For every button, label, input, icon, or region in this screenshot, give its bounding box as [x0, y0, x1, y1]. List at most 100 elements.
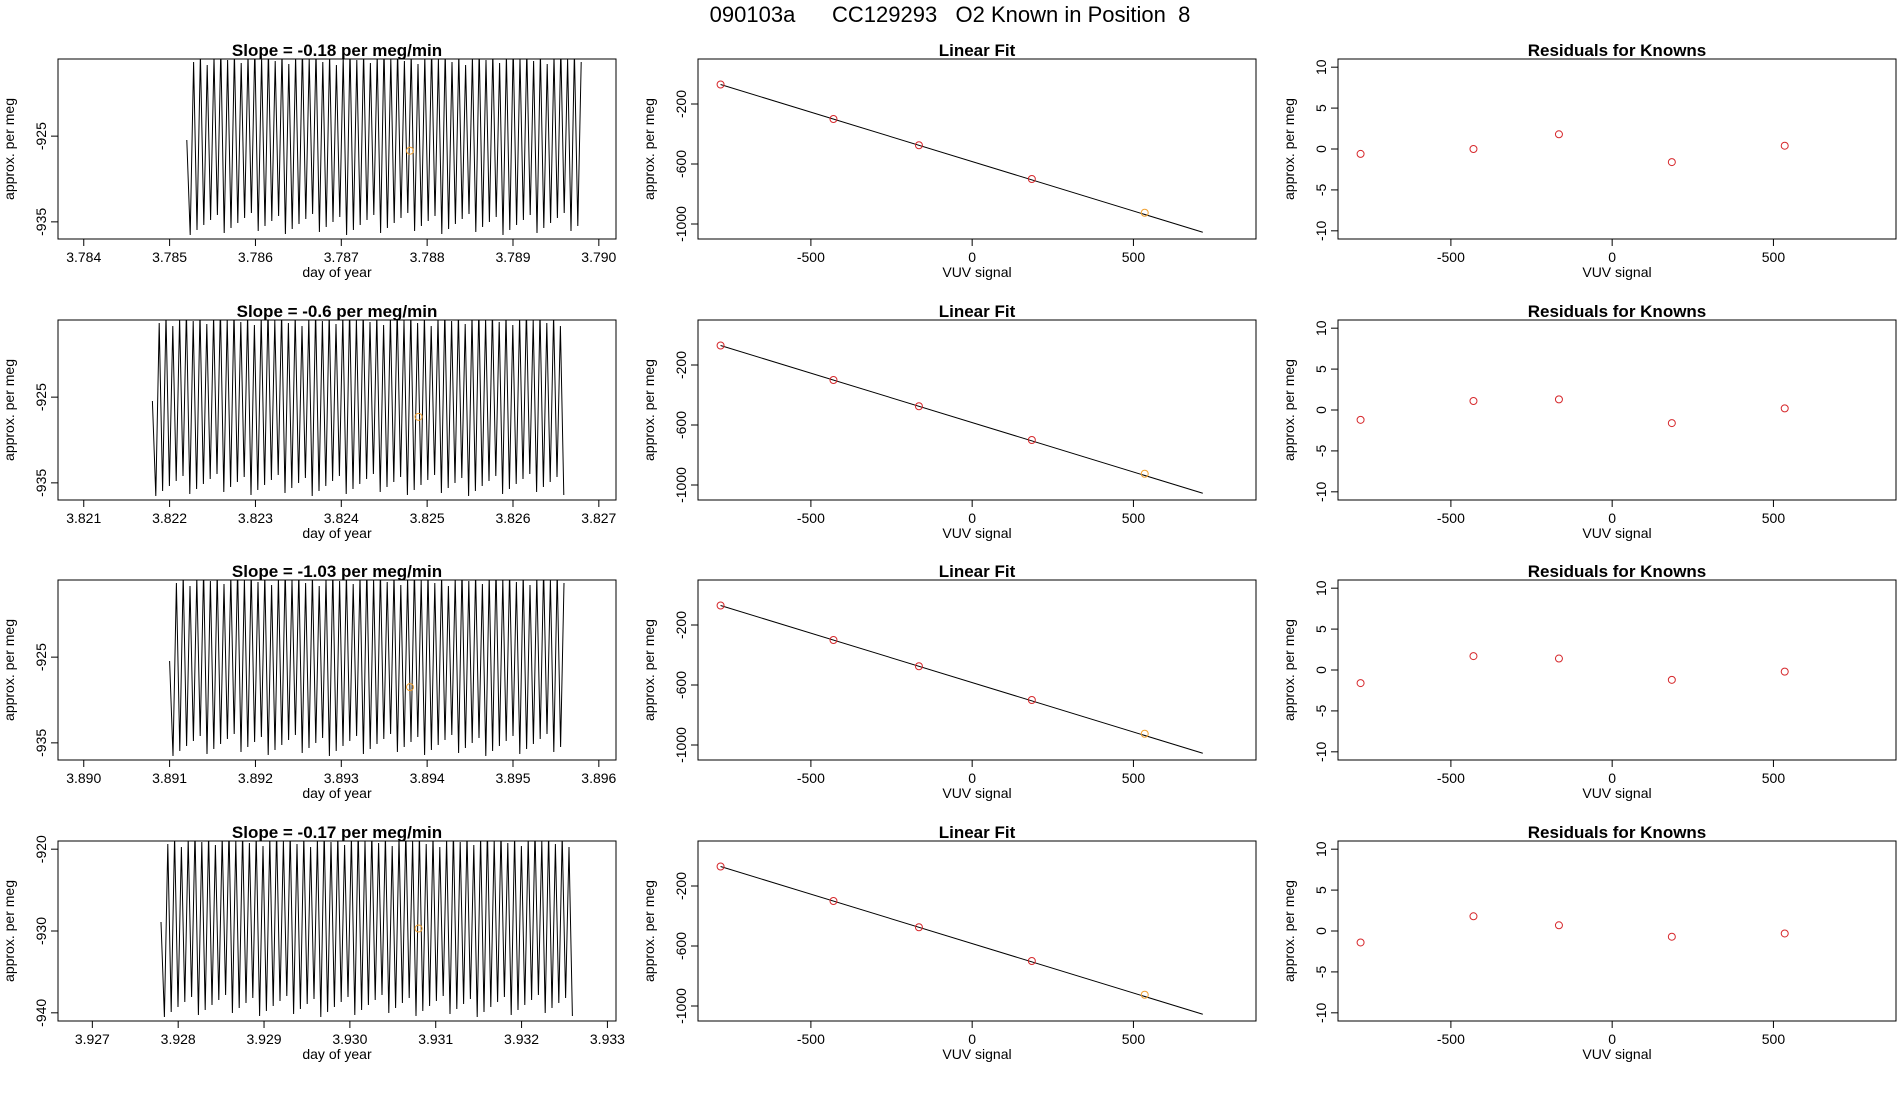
- x-tick-label: -500: [1437, 770, 1465, 786]
- x-axis-label: day of year: [302, 785, 372, 801]
- chart-panel-4: 3.821 3.822 3.823 3.824 3.825 3.826 3.827 -925 -…: [1, 302, 617, 541]
- chart-title: Linear Fit: [939, 302, 1016, 321]
- x-tick-label: -500: [797, 1031, 825, 1047]
- y-tick-label: 5: [1313, 365, 1329, 373]
- data-point: [1469, 397, 1478, 405]
- y-tick-label: -200: [673, 351, 689, 379]
- data-point: [1780, 667, 1789, 676]
- y-tick-label: -920: [33, 835, 49, 863]
- plot-frame: [57, 579, 617, 761]
- plot-content: [716, 341, 1203, 494]
- x-tick-label: 3.891: [152, 770, 187, 786]
- data-point: [1356, 679, 1365, 688]
- y-tick-label: -935: [33, 208, 49, 236]
- x-axis-label: VUV signal: [942, 525, 1011, 541]
- plot-content: [160, 841, 573, 1018]
- x-tick-label: 3.893: [324, 770, 359, 786]
- data-point: [1469, 652, 1478, 661]
- data-point: [1554, 130, 1563, 139]
- trace-line: [160, 841, 573, 1018]
- y-tick-label: 0: [1313, 927, 1329, 935]
- y-tick-label: -200: [673, 872, 689, 900]
- y-axis-label: approx. per meg: [1, 880, 17, 982]
- fit-line: [720, 345, 1203, 494]
- y-tick-label: -1000: [673, 988, 689, 1024]
- y-tick-label: 5: [1313, 886, 1329, 894]
- trace-line: [151, 320, 565, 497]
- chart-title: Residuals for Knowns: [1528, 41, 1707, 60]
- plot-frame: [1337, 579, 1897, 761]
- y-tick-label: -1000: [673, 727, 689, 763]
- data-point: [1027, 696, 1036, 704]
- x-tick-label: 3.821: [66, 510, 101, 526]
- x-tick-label: 3.784: [66, 249, 101, 265]
- chart-title: Residuals for Knowns: [1528, 823, 1707, 842]
- y-tick-label: -930: [33, 917, 49, 945]
- plot-content: [169, 580, 565, 757]
- y-axis-label: approx. per meg: [641, 98, 657, 200]
- x-tick-label: 500: [1762, 249, 1786, 265]
- data-point: [1356, 149, 1365, 158]
- data-point: [1027, 436, 1036, 444]
- y-tick-label: -10: [1313, 481, 1329, 501]
- x-axis-label: VUV signal: [942, 785, 1011, 801]
- y-tick-label: -10: [1313, 741, 1329, 761]
- data-point: [716, 341, 725, 350]
- chart-title: Slope = -1.03 per meg/min: [232, 562, 442, 581]
- x-tick-label: 3.826: [495, 510, 530, 526]
- x-tick-label: 3.929: [247, 1031, 282, 1047]
- plot-content: [1356, 652, 1789, 688]
- y-tick-label: -935: [33, 729, 49, 757]
- chart-panel-3: -500 0 500 10 5 0 -5 -10 Residuals for Knowns VUV…: [1281, 41, 1897, 280]
- y-tick-label: -940: [33, 999, 49, 1027]
- data-point: [1356, 415, 1365, 424]
- fit-line: [720, 84, 1203, 233]
- data-point: [1469, 145, 1478, 153]
- x-tick-label: 0: [1608, 249, 1616, 265]
- chart-title: Linear Fit: [939, 562, 1016, 581]
- data-point: [1780, 404, 1789, 413]
- data-point: [716, 601, 725, 610]
- plot-content: [151, 320, 565, 497]
- y-axis-label: approx. per meg: [1, 359, 17, 461]
- x-axis-label: VUV signal: [942, 264, 1011, 280]
- x-axis-label: VUV signal: [1582, 525, 1651, 541]
- data-point: [829, 897, 838, 905]
- x-axis-label: VUV signal: [1582, 785, 1651, 801]
- plot-frame: [697, 319, 1257, 501]
- x-tick-label: 500: [1762, 770, 1786, 786]
- highlight-point: [405, 683, 414, 692]
- y-tick-label: -5: [1313, 444, 1329, 457]
- trace-line: [186, 59, 582, 236]
- plot-frame: [1337, 58, 1897, 240]
- x-axis-label: day of year: [302, 1046, 372, 1062]
- data-point: [1356, 938, 1365, 947]
- x-tick-label: 3.894: [410, 770, 445, 786]
- y-tick-label: 0: [1313, 406, 1329, 414]
- trace-line: [169, 580, 565, 757]
- plot-content: [1356, 130, 1789, 167]
- plot-content: [716, 80, 1203, 233]
- y-tick-label: -200: [673, 90, 689, 118]
- data-point: [716, 862, 725, 871]
- chart-panel-12: -500 0 500 10 5 0 -5 -10 Residuals for Knowns VUV…: [1281, 823, 1897, 1062]
- y-tick-label: 10: [1313, 841, 1329, 857]
- data-point: [1667, 158, 1676, 167]
- x-tick-label: 3.933: [590, 1031, 625, 1047]
- plot-content: [716, 601, 1203, 754]
- plot-frame: [1337, 840, 1897, 1022]
- x-tick-label: 3.824: [324, 510, 359, 526]
- y-axis-label: approx. per meg: [641, 880, 657, 982]
- plot-frame: [697, 579, 1257, 761]
- x-tick-label: -500: [1437, 510, 1465, 526]
- y-tick-label: -10: [1313, 1002, 1329, 1022]
- y-tick-label: 10: [1313, 580, 1329, 596]
- x-tick-label: 500: [1122, 1031, 1146, 1047]
- chart-title: Residuals for Knowns: [1528, 562, 1707, 581]
- data-point: [1554, 654, 1563, 663]
- chart-panel-5: -500 0 500 -200 -600 -1000 Linear Fit VUV signa…: [641, 302, 1257, 541]
- y-tick-label: 10: [1313, 59, 1329, 75]
- y-axis-label: approx. per meg: [1281, 359, 1297, 461]
- y-tick-label: 5: [1313, 104, 1329, 112]
- data-point: [1667, 932, 1676, 941]
